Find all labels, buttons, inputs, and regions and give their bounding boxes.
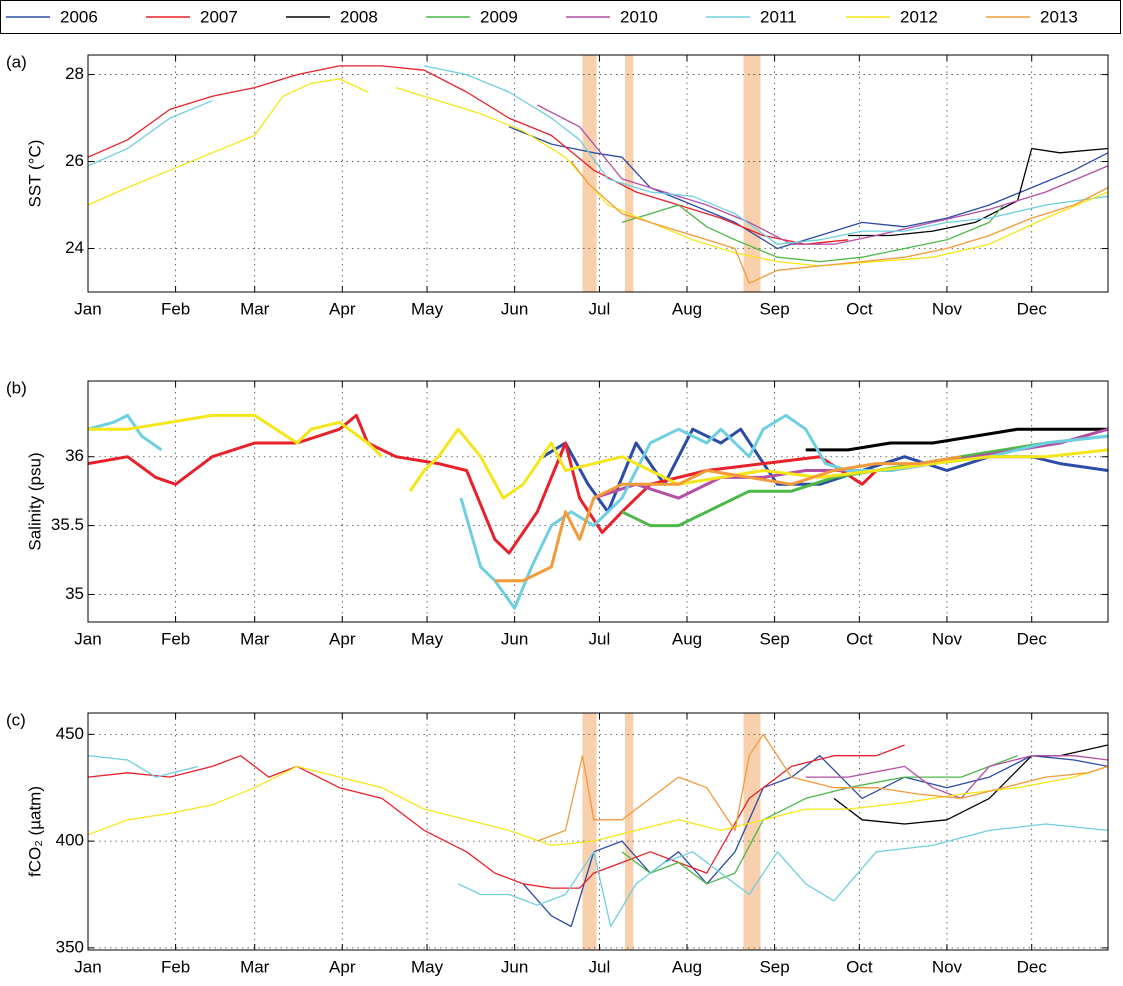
y-tick-label: 28	[65, 64, 84, 83]
series-line	[88, 765, 1108, 847]
series-line	[621, 434, 1108, 528]
series-group	[88, 65, 1108, 284]
x-tick-label: Dec	[1017, 299, 1048, 318]
x-tick-label: Apr	[329, 629, 356, 648]
y-axis-label: SST (°C)	[25, 140, 44, 208]
series-line	[805, 427, 1108, 452]
x-tick-label: Jun	[501, 299, 528, 318]
series-line	[621, 755, 1018, 885]
legend-label: 2006	[60, 7, 98, 26]
x-tick-label: Mar	[240, 629, 270, 648]
y-axis-label: fCO₂ (µatm)	[25, 786, 44, 877]
x-tick-label: Feb	[161, 629, 190, 648]
y-tick-label: 24	[65, 238, 84, 257]
series-line	[88, 65, 849, 245]
series-group	[88, 413, 1108, 610]
x-tick-label: Sep	[759, 957, 789, 976]
plot-frame	[87, 54, 1109, 293]
y-tick-label: 350	[56, 937, 84, 956]
x-tick-label: Aug	[672, 629, 702, 648]
series-line	[88, 65, 1108, 245]
x-tick-label: Jun	[501, 629, 528, 648]
legend-label: 2013	[1040, 7, 1078, 26]
legend-label: 2012	[900, 7, 938, 26]
x-tick-label: Nov	[932, 299, 963, 318]
y-axis-label: Salinity (psu)	[25, 452, 44, 550]
plot-frame	[87, 712, 1109, 951]
series-line	[621, 204, 1005, 263]
y-tick-label: 450	[56, 724, 84, 743]
y-tick-label: 36	[65, 446, 84, 465]
event-shading	[582, 55, 597, 292]
x-tick-label: Dec	[1017, 957, 1048, 976]
plot-frame	[87, 380, 1109, 623]
x-tick-label: May	[411, 629, 444, 648]
x-tick-label: Sep	[759, 629, 789, 648]
x-tick-label: Aug	[672, 299, 702, 318]
event-shading	[624, 55, 634, 292]
x-tick-label: Feb	[161, 957, 190, 976]
x-tick-label: May	[411, 957, 444, 976]
legend-label: 2007	[200, 7, 238, 26]
panel-label: (c)	[6, 710, 26, 729]
panel-label: (a)	[6, 52, 27, 71]
series-line	[88, 413, 878, 555]
series-line	[537, 104, 1108, 245]
event-shading	[582, 713, 597, 950]
x-tick-label: Sep	[759, 299, 789, 318]
series-line	[88, 78, 1108, 267]
series-line	[570, 161, 1108, 284]
x-tick-label: Apr	[329, 957, 356, 976]
y-tick-label: 26	[65, 151, 84, 170]
series-line	[494, 455, 962, 583]
x-tick-label: Mar	[240, 299, 270, 318]
x-tick-label: Mar	[240, 957, 270, 976]
x-tick-label: Oct	[846, 299, 873, 318]
x-tick-label: Jul	[589, 299, 611, 318]
x-tick-label: Oct	[846, 957, 873, 976]
x-tick-label: Jun	[501, 957, 528, 976]
y-tick-label: 35	[65, 584, 84, 603]
x-tick-label: Dec	[1017, 629, 1048, 648]
x-tick-label: Nov	[932, 629, 963, 648]
series-line	[833, 744, 1108, 825]
series-line	[88, 744, 905, 889]
x-tick-label: Feb	[161, 299, 190, 318]
legend-label: 2008	[340, 7, 378, 26]
series-line	[593, 427, 1108, 500]
x-tick-label: Oct	[846, 629, 873, 648]
legend-label: 2009	[480, 7, 518, 26]
series-line	[88, 413, 1108, 610]
series-line	[88, 755, 1108, 928]
legend-label: 2011	[760, 7, 797, 26]
series-line	[848, 147, 1108, 237]
x-tick-label: Nov	[932, 957, 963, 976]
x-tick-label: Jan	[74, 299, 101, 318]
x-tick-label: Jul	[589, 957, 611, 976]
x-tick-label: Jul	[589, 629, 611, 648]
event-shading	[624, 713, 634, 950]
x-tick-label: Aug	[672, 957, 702, 976]
x-tick-label: May	[411, 299, 444, 318]
x-tick-label: Jan	[74, 957, 101, 976]
x-tick-label: Jan	[74, 629, 101, 648]
series-group	[88, 733, 1108, 928]
panel-label: (b)	[6, 378, 27, 397]
series-line	[537, 733, 1108, 842]
x-tick-label: Apr	[329, 299, 356, 318]
series-line	[88, 413, 1108, 500]
y-tick-label: 400	[56, 831, 84, 850]
legend-label: 2010	[620, 7, 658, 26]
event-shading	[743, 713, 761, 950]
y-tick-label: 35.5	[51, 515, 84, 534]
